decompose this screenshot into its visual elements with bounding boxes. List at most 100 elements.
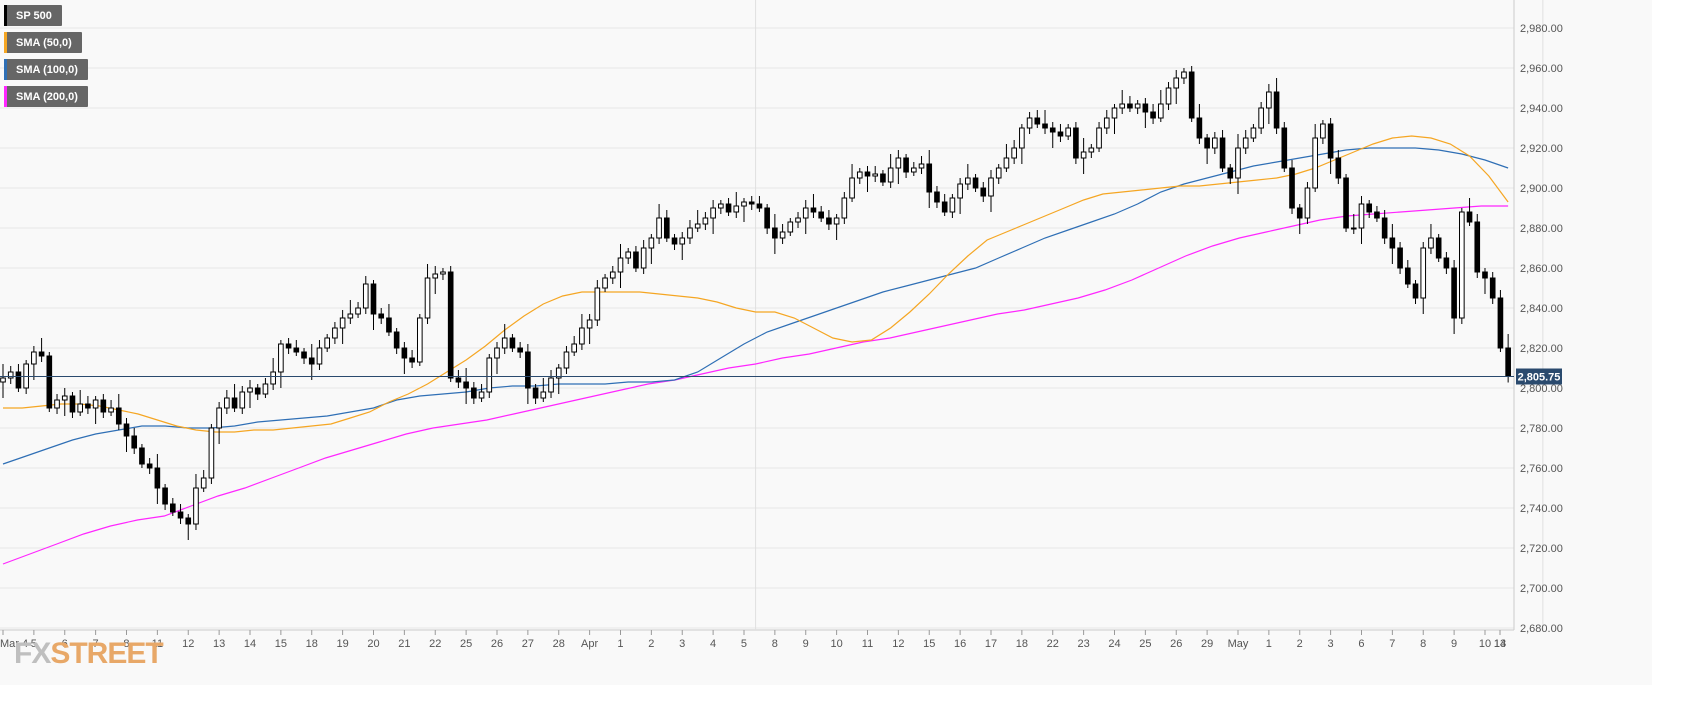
x-tick-label: 1: [1266, 638, 1272, 650]
candle-body: [1381, 217, 1388, 239]
x-tick-label: 17: [985, 638, 997, 650]
candle-body: [725, 203, 732, 213]
candle-body: [478, 391, 485, 399]
candle-body: [910, 167, 917, 173]
candle-body: [1505, 347, 1511, 377]
candle-body: [918, 163, 925, 169]
candle-body: [270, 371, 276, 385]
x-tick-label: 26: [491, 638, 503, 650]
candle-body: [154, 467, 161, 489]
candle-body: [555, 367, 562, 379]
candle-body: [85, 403, 91, 409]
last-price-label: 2,805.75: [1518, 372, 1561, 384]
x-tick-label: 21: [398, 638, 410, 650]
candle-body: [1466, 211, 1473, 223]
candle-body: [640, 247, 647, 269]
candle-body: [401, 347, 408, 359]
candle-body: [324, 337, 330, 349]
x-tick-label: 10: [1479, 638, 1491, 650]
candle-body: [748, 201, 755, 205]
candle-body: [494, 347, 500, 359]
candle-body: [903, 157, 909, 173]
candle-body: [501, 337, 508, 349]
x-tick-label: 9: [803, 638, 809, 650]
sma200-line: [2, 205, 1509, 565]
fxstreet-logo: FXSTREET: [14, 637, 164, 671]
candle-body: [1289, 167, 1295, 209]
candle-body: [471, 387, 477, 399]
candle-body: [1080, 151, 1087, 159]
candle-body: [718, 203, 724, 209]
candle-body: [239, 391, 246, 409]
candle-body: [1235, 147, 1241, 179]
candle-body: [316, 347, 323, 365]
x-tick-label: 5: [741, 638, 747, 650]
candle-body: [1212, 137, 1218, 149]
x-tick-label: 13: [1494, 638, 1506, 650]
candle-body: [1428, 237, 1434, 249]
candle-body: [1181, 71, 1187, 79]
candle-body: [416, 317, 423, 363]
legend-item-sma200[interactable]: SMA (200,0): [4, 86, 88, 107]
candle-body: [339, 317, 346, 329]
candle-body: [1374, 211, 1380, 219]
candle-body: [633, 251, 639, 269]
sma50-line: [3, 135, 1509, 433]
candle-body: [887, 167, 894, 183]
x-tick-label: 3: [1328, 638, 1334, 650]
candle-body: [1304, 187, 1311, 219]
candle-body: [1489, 277, 1496, 299]
candle-body: [872, 173, 879, 177]
legend-label: SMA (100,0): [16, 63, 78, 76]
candle-body: [100, 399, 107, 413]
x-tick-label: 12: [182, 638, 194, 650]
candle-body: [934, 191, 940, 203]
candle-body: [362, 283, 369, 309]
candle-body: [38, 351, 45, 357]
x-tick-label: 8: [123, 638, 129, 650]
legend-swatch: [4, 5, 7, 26]
candle-body: [432, 273, 439, 279]
candle-body: [1227, 167, 1234, 179]
y-tick-label: 2,880.00: [1520, 223, 1563, 235]
x-tick-label: 2: [1297, 638, 1303, 650]
legend-item-sma50[interactable]: SMA (50,0): [4, 32, 82, 53]
legend-label: SP 500: [16, 9, 52, 22]
x-tick-label: 11: [862, 638, 873, 650]
x-axis: Mar 4 5 6 7 8 11 12 13 14 15 18 19 20 21 22 25 26 27 28 Apr…: [0, 630, 1506, 650]
candle-body: [1196, 117, 1203, 139]
x-tick-label: 18: [1016, 638, 1028, 650]
y-tick-label: 2,840.00: [1520, 303, 1563, 315]
candle-body: [525, 351, 531, 389]
candle-body: [1335, 157, 1342, 179]
x-tick-label: 7: [1389, 638, 1395, 650]
x-tick-label: 18: [306, 638, 318, 650]
legend-item-sp500[interactable]: SP 500: [4, 5, 62, 26]
x-tick-label: 3: [679, 638, 685, 650]
candle-body: [455, 377, 462, 383]
x-tick-label: 19: [336, 638, 348, 650]
candle-body: [617, 257, 624, 273]
candle-body: [1165, 87, 1172, 105]
candle-body: [208, 427, 215, 479]
candle-body: [247, 387, 253, 393]
candle-body: [15, 371, 22, 389]
logo-fx: FX: [14, 637, 51, 670]
x-tick-label: 28: [553, 638, 565, 650]
legend-item-sma100[interactable]: SMA (100,0): [4, 59, 88, 80]
sma-lines: [2, 135, 1509, 565]
candle-body: [370, 283, 377, 315]
candle-body: [1389, 237, 1396, 249]
candle-body: [1103, 117, 1110, 129]
candle-body: [710, 207, 716, 219]
x-tick-label: 22: [1047, 638, 1059, 650]
last-price-marker: 2,805.75: [0, 368, 1562, 385]
candle-body: [1119, 103, 1126, 109]
candle-body: [131, 435, 138, 449]
x-tick-label: 26: [1170, 638, 1182, 650]
candle-body: [579, 327, 585, 345]
candle-body: [540, 391, 547, 399]
candle-body: [1034, 117, 1041, 125]
candle-body: [880, 173, 886, 183]
candle-body: [517, 347, 523, 353]
